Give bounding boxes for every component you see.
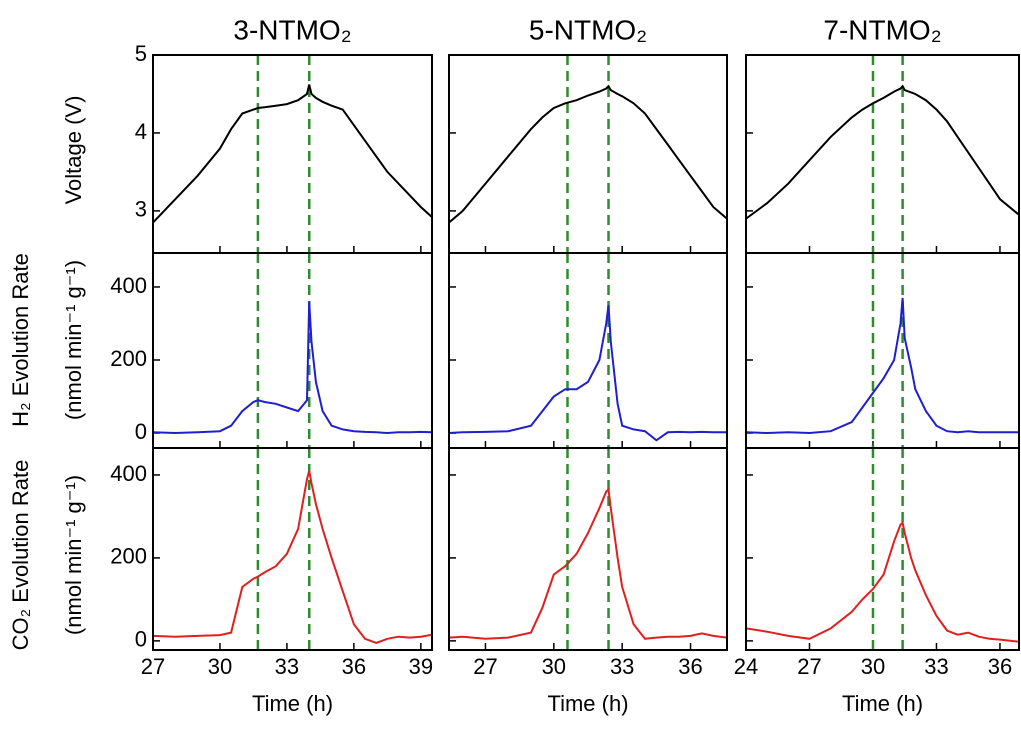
panel-title: 5-NTMO₂	[529, 14, 647, 45]
y-axis-label: H₂ Evolution Rate	[8, 253, 33, 427]
x-tick-label: 30	[861, 654, 885, 679]
x-tick-label: 24	[734, 654, 758, 679]
y-tick-label: 4	[135, 119, 147, 144]
data-line	[746, 297, 1019, 435]
y-axis-label: CO₂ Evolution Rate	[8, 460, 33, 651]
x-tick-label: 33	[610, 654, 634, 679]
x-tick-label: 27	[797, 654, 821, 679]
panel	[745, 54, 1020, 254]
y-axis-label: (nmol min⁻¹ g⁻¹)	[61, 475, 86, 635]
panel-title: 3-NTMO₂	[233, 14, 351, 45]
x-tick-label: 36	[988, 654, 1012, 679]
y-tick-label: 200	[110, 544, 147, 569]
x-axis-label: Time (h)	[842, 691, 923, 716]
x-tick-label: 33	[275, 654, 299, 679]
x-tick-label: 33	[924, 654, 948, 679]
panel-title: 7-NTMO₂	[823, 14, 941, 45]
x-tick-label: 27	[141, 654, 165, 679]
y-tick-label: 0	[135, 419, 147, 444]
y-tick-label: 5	[135, 41, 147, 66]
x-axis-label: Time (h)	[547, 691, 628, 716]
data-line	[449, 84, 727, 224]
x-tick-label: 30	[542, 654, 566, 679]
panel-frame	[448, 447, 728, 651]
y-tick-label: 400	[110, 461, 147, 486]
panel: 24 27 30 33 36	[734, 447, 1020, 679]
x-axis-label: Time (h)	[252, 691, 333, 716]
data-line	[746, 520, 1019, 643]
panel-frame	[745, 447, 1020, 651]
panel: 0 200 400	[110, 252, 433, 449]
panel-frame	[152, 54, 433, 254]
data-line	[153, 470, 432, 644]
panel	[745, 252, 1020, 449]
panel-frame	[448, 54, 728, 254]
x-tick-label: 39	[409, 654, 433, 679]
y-tick-label: 200	[110, 346, 147, 371]
x-tick-label: 36	[678, 654, 702, 679]
x-tick-label: 36	[342, 654, 366, 679]
x-tick-label: 30	[208, 654, 232, 679]
y-tick-label: 3	[135, 197, 147, 222]
panel	[448, 54, 728, 254]
x-tick-label: 27	[473, 654, 497, 679]
panel	[448, 252, 728, 449]
data-line	[449, 305, 727, 442]
data-line	[746, 84, 1019, 220]
y-axis-label: (nmol min⁻¹ g⁻¹)	[61, 260, 86, 420]
panel-frame	[745, 252, 1020, 449]
panel: 27 30 33 36	[448, 447, 728, 679]
panel-frame	[152, 252, 433, 449]
panel: 0 200 400 27 30 33 36 39	[110, 447, 433, 679]
panel-frame	[745, 54, 1020, 254]
panel-frame	[152, 447, 433, 651]
y-tick-label: 0	[135, 627, 147, 652]
panel: 3 4 5	[135, 41, 433, 254]
y-axis-label: Voltage (V)	[61, 96, 86, 205]
data-line	[153, 301, 432, 435]
data-line	[449, 487, 727, 640]
panel-frame	[448, 252, 728, 449]
y-tick-label: 400	[110, 273, 147, 298]
data-line	[153, 84, 432, 224]
